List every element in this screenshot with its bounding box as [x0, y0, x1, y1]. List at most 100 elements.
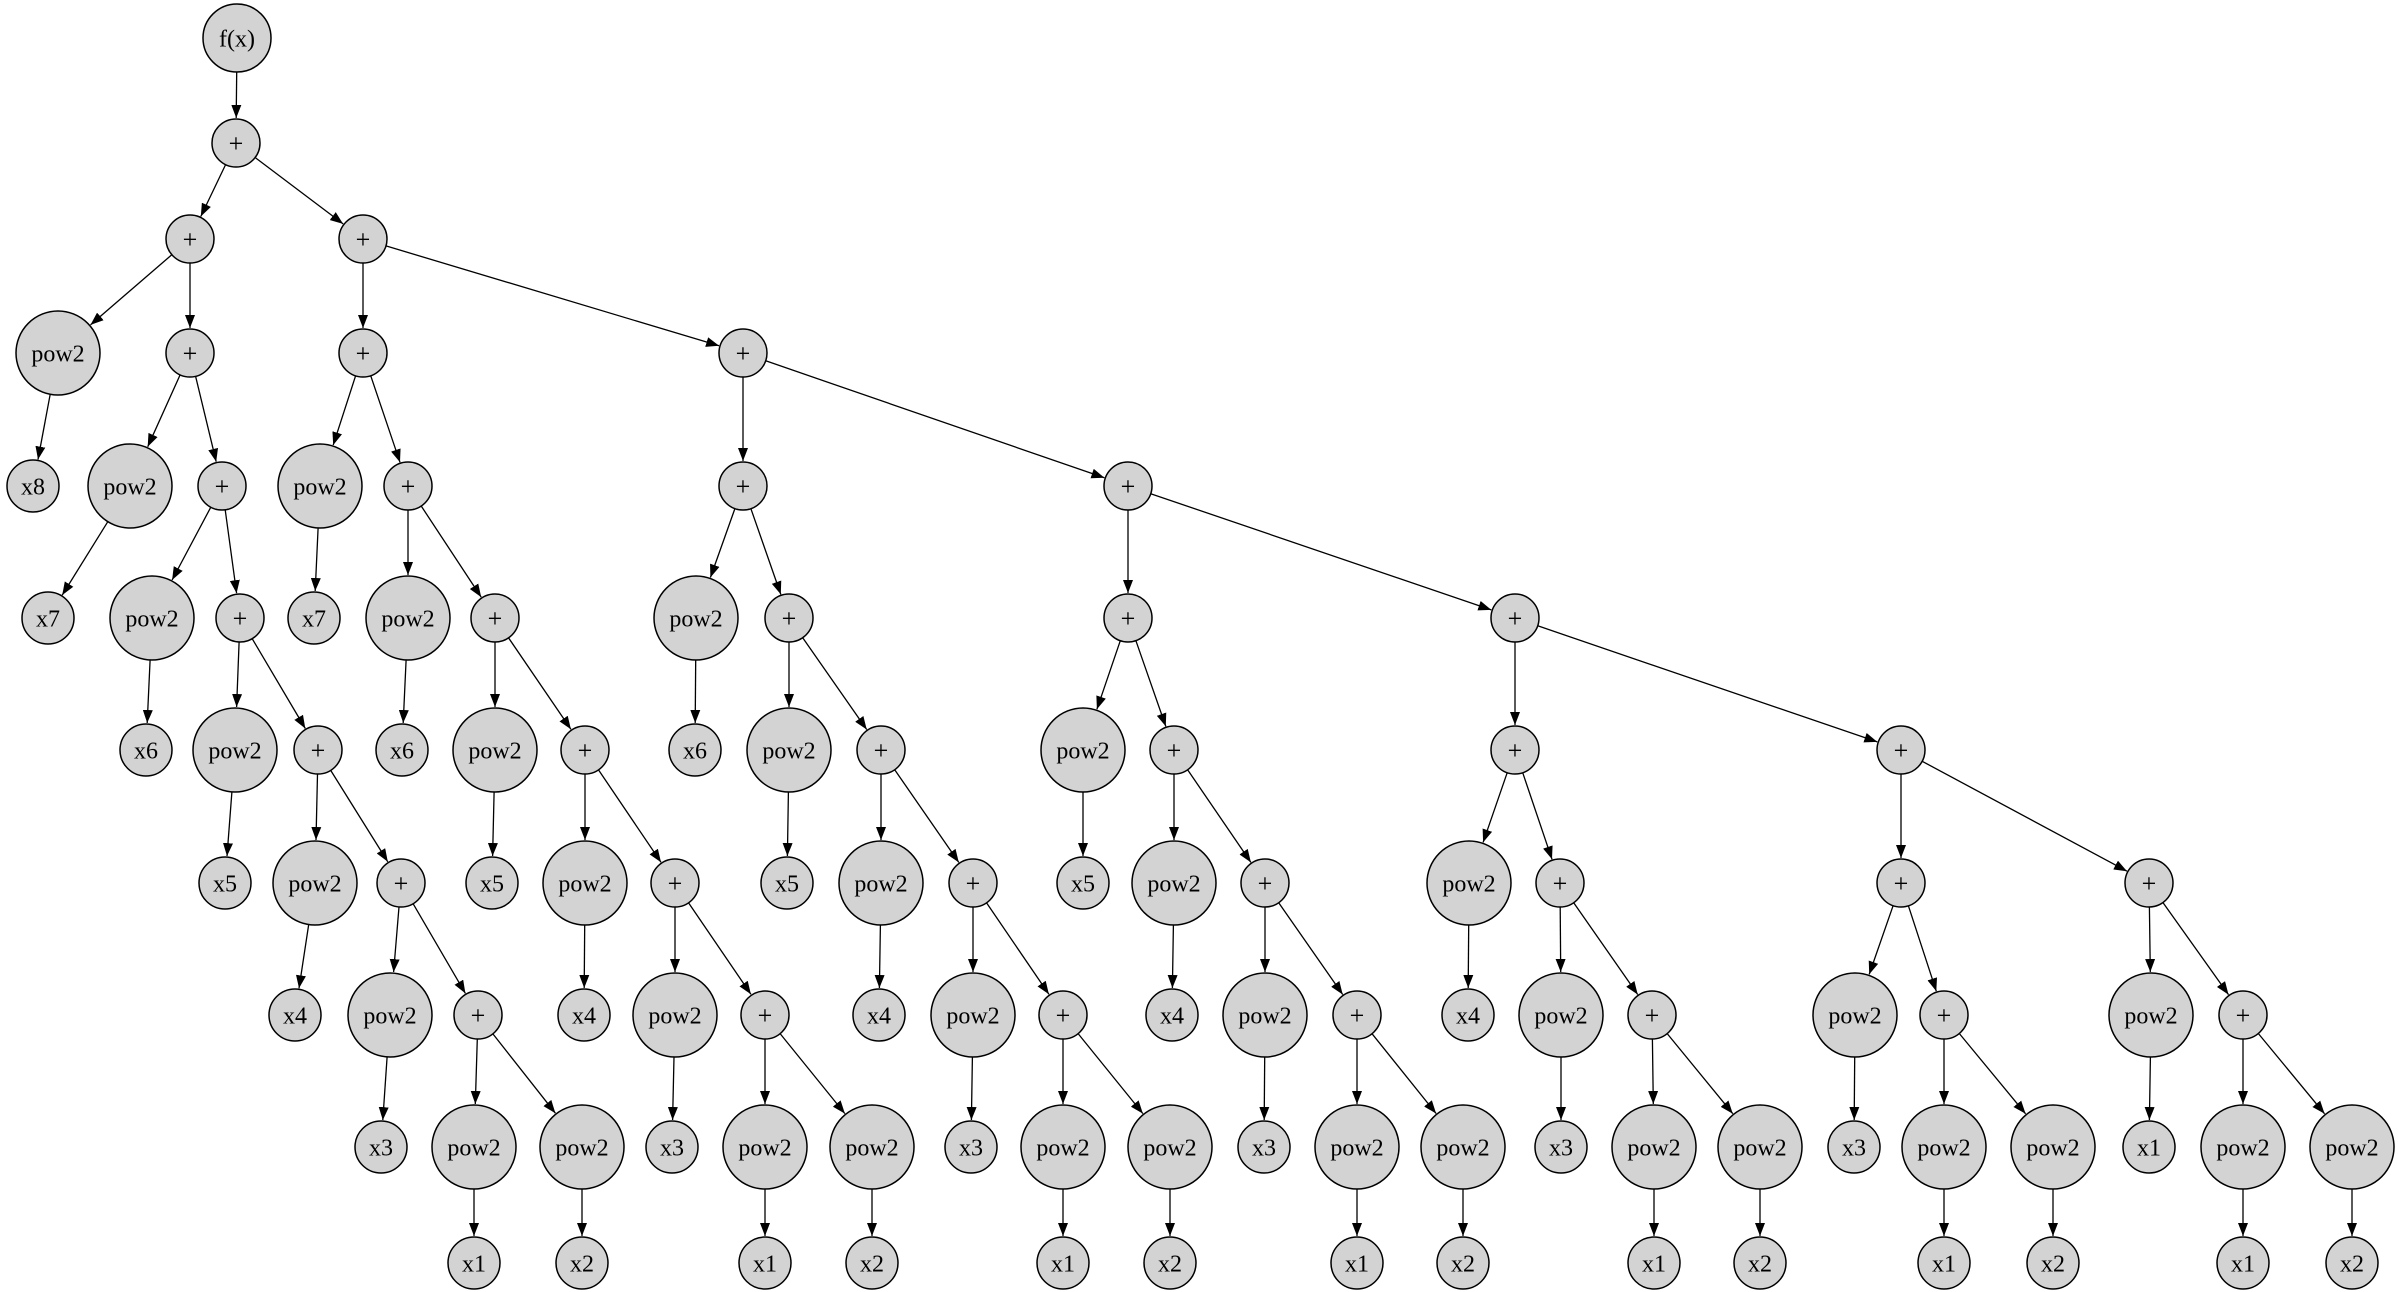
edge-e1-to-e2 — [1463, 924, 1474, 989]
node-label: pow2 — [1442, 871, 1495, 897]
node-circle — [2200, 1104, 2286, 1190]
node-label: + — [488, 604, 503, 633]
node-label: x5 — [480, 871, 504, 897]
node-circle — [165, 328, 215, 378]
node-label: pow2 — [1238, 1003, 1291, 1029]
node-label: + — [1894, 736, 1909, 765]
node-label: + — [401, 472, 416, 501]
node-circle — [365, 575, 451, 661]
node-circle — [653, 575, 739, 661]
variable-x5-node: x5 — [198, 856, 252, 910]
add-operator-node: + — [1876, 858, 1926, 908]
edge-b0-to-b3 — [370, 375, 401, 463]
node-label: + — [1553, 869, 1568, 898]
node-label: x6 — [390, 738, 414, 764]
node-label: x1 — [1932, 1251, 1956, 1277]
variable-x3-node: x3 — [1827, 1120, 1881, 1174]
node-label: x3 — [1549, 1135, 1573, 1161]
add-operator-node: + — [211, 118, 261, 168]
node-circle — [1717, 1104, 1803, 1190]
edge-c0-to-c1 — [709, 508, 736, 578]
node-label: + — [233, 604, 248, 633]
variable-x4-node: x4 — [852, 988, 906, 1042]
node-label: pow2 — [125, 606, 178, 632]
node-circle — [192, 707, 278, 793]
node-circle — [6, 459, 60, 513]
node-label: pow2 — [1036, 1135, 1089, 1161]
add-operator-node: + — [1490, 593, 1540, 643]
node-circle — [272, 840, 358, 926]
edge-d7-to-d8 — [1259, 1056, 1270, 1121]
node-circle — [1627, 990, 1677, 1040]
variable-x4-node: x4 — [1441, 988, 1495, 1042]
node-circle — [2218, 990, 2268, 1040]
node-circle — [1827, 1120, 1881, 1174]
node-circle — [215, 593, 265, 643]
variable-x2-node: x2 — [2026, 1236, 2080, 1290]
node-label: x1 — [1051, 1251, 1075, 1277]
node-label: x5 — [1071, 871, 1095, 897]
edge-c6-to-c9 — [894, 769, 960, 863]
pow2-operator-node: pow2 — [1717, 1104, 1803, 1190]
add-operator-node: + — [197, 461, 247, 511]
add-operator-node: + — [215, 593, 265, 643]
edge-c10-to-c11 — [966, 1056, 977, 1121]
variable-x8-node: x8 — [6, 459, 60, 513]
edge-b4-to-b5 — [398, 659, 409, 724]
edge-a10-to-a11 — [223, 791, 233, 857]
node-label: pow2 — [1917, 1135, 1970, 1161]
pow2-operator-node: pow2 — [1127, 1104, 1213, 1190]
pow2-operator-node: pow2 — [1222, 972, 1308, 1058]
node-circle — [555, 1236, 609, 1290]
node-label: + — [471, 1001, 486, 1030]
node-label: + — [1645, 1001, 1660, 1030]
node-circle — [1518, 972, 1604, 1058]
node-circle — [539, 1104, 625, 1190]
node-circle — [1733, 1236, 1787, 1290]
add-operator-node: + — [293, 725, 343, 775]
node-label: pow2 — [1828, 1003, 1881, 1029]
add-operator-node: + — [1535, 858, 1585, 908]
pow2-operator-node: pow2 — [539, 1104, 625, 1190]
pow2-operator-node: pow2 — [653, 575, 739, 661]
node-circle — [347, 972, 433, 1058]
variable-x1-node: x1 — [1330, 1236, 1384, 1290]
edge-b10-to-b11 — [579, 924, 590, 989]
variable-x5-node: x5 — [1056, 856, 1110, 910]
node-label: x1 — [462, 1251, 486, 1277]
node-label: pow2 — [293, 474, 346, 500]
node-circle — [1145, 988, 1199, 1042]
node-label: + — [215, 472, 230, 501]
pow2-operator-node: pow2 — [1901, 1104, 1987, 1190]
node-label: pow2 — [103, 474, 156, 500]
node-circle — [845, 1236, 899, 1290]
pow2-operator-node: pow2 — [1314, 1104, 1400, 1190]
edge-a6-to-a7 — [171, 506, 212, 581]
add-operator-node: + — [2218, 990, 2268, 1040]
add-operator-node: + — [1103, 461, 1153, 511]
edge-a9-to-a10 — [232, 641, 243, 708]
node-label: pow2 — [1436, 1135, 1489, 1161]
node-circle — [1237, 1120, 1291, 1174]
edge-a18-to-a21 — [492, 1033, 556, 1114]
add-operator-node: + — [453, 990, 503, 1040]
node-circle — [1812, 972, 1898, 1058]
node-circle — [718, 461, 768, 511]
pow2-operator-node: pow2 — [838, 840, 924, 926]
variable-x1-node: x1 — [2122, 1120, 2176, 1174]
variable-x7-node: x7 — [21, 591, 75, 645]
node-circle — [856, 725, 906, 775]
edge-e3-to-e4 — [1555, 906, 1566, 973]
node-circle — [431, 1104, 517, 1190]
node-circle — [453, 990, 503, 1040]
node-label: + — [356, 339, 371, 368]
pow2-operator-node: pow2 — [930, 972, 1016, 1058]
node-label: pow2 — [669, 606, 722, 632]
node-label: pow2 — [558, 871, 611, 897]
edge-a12-to-a13 — [311, 773, 322, 841]
node-label: pow2 — [2026, 1135, 2079, 1161]
node-circle — [650, 858, 700, 908]
edge-a9-to-a12 — [251, 638, 306, 729]
variable-x5-node: x5 — [760, 856, 814, 910]
node-circle — [2010, 1104, 2096, 1190]
